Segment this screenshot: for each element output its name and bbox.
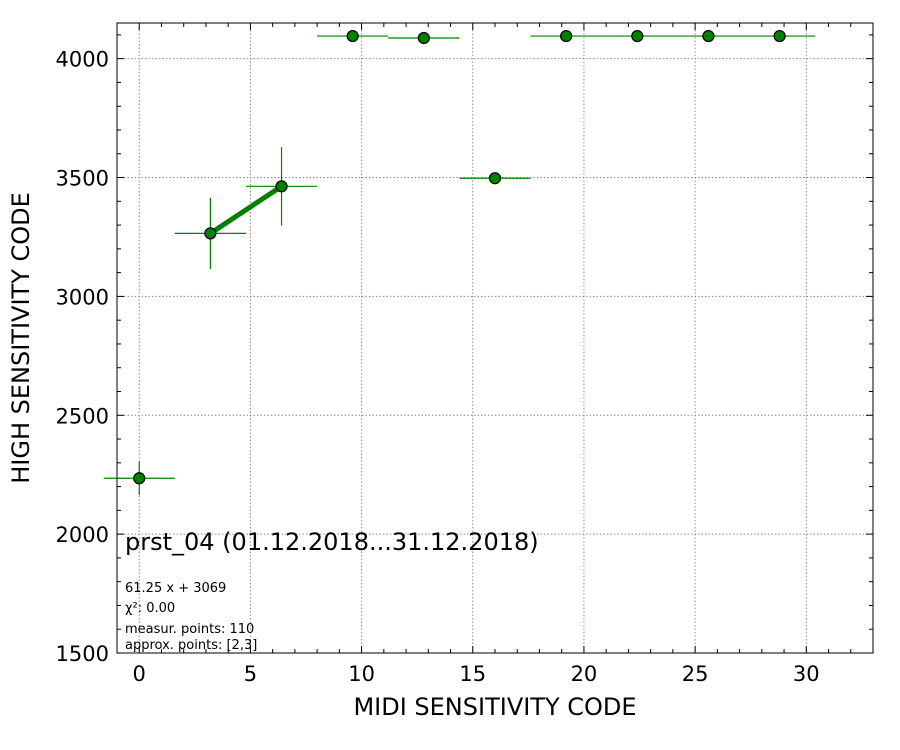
fit-line	[209, 184, 283, 236]
x-axis-label: MIDI SENSITIVITY CODE	[353, 693, 636, 721]
y-tick-label: 2000	[56, 523, 109, 547]
y-tick-label: 4000	[56, 48, 109, 72]
data-point	[488, 172, 502, 185]
annotation-measur-points: measur. points: 110	[125, 622, 254, 637]
y-tick-label: 2500	[56, 404, 109, 428]
x-tick-label: 15	[459, 662, 486, 686]
data-point	[275, 180, 288, 193]
x-tick-label: 30	[793, 662, 820, 686]
data-points	[133, 29, 786, 485]
data-point	[560, 29, 573, 43]
data-point	[773, 29, 786, 43]
x-tick-label: 5	[244, 662, 257, 686]
data-point	[346, 29, 359, 43]
y-tick-label: 3500	[56, 167, 109, 191]
data-point	[702, 29, 715, 43]
x-tick-label: 10	[348, 662, 375, 686]
data-point	[133, 472, 146, 485]
fit-line-group	[209, 184, 283, 236]
data-point	[204, 227, 217, 240]
y-axis-label: HIGH SENSITIVITY CODE	[7, 192, 35, 484]
annotation-title: prst_04 (01.12.2018...31.12.2018)	[125, 528, 539, 556]
y-tick-label: 1500	[56, 642, 109, 666]
data-point	[417, 31, 430, 45]
y-tick-label: 3000	[56, 285, 109, 309]
annotation-chi2: χ²: 0.00	[125, 601, 175, 616]
x-tick-label: 0	[133, 662, 146, 686]
ticks	[116, 23, 874, 654]
tick-labels: 0 5 10 15 20 25 30 1500 2000 2500 3000 3500 4000	[56, 48, 820, 686]
grid	[117, 23, 873, 653]
plot-frame	[116, 22, 874, 654]
x-tick-label: 20	[571, 662, 598, 686]
annotation-approx-points: approx. points: [2,3]	[125, 638, 257, 653]
data-point	[631, 29, 644, 43]
error-bars	[103, 35, 816, 495]
x-tick-label: 25	[682, 662, 709, 686]
annotation-equation: 61.25 x + 3069	[125, 581, 226, 596]
